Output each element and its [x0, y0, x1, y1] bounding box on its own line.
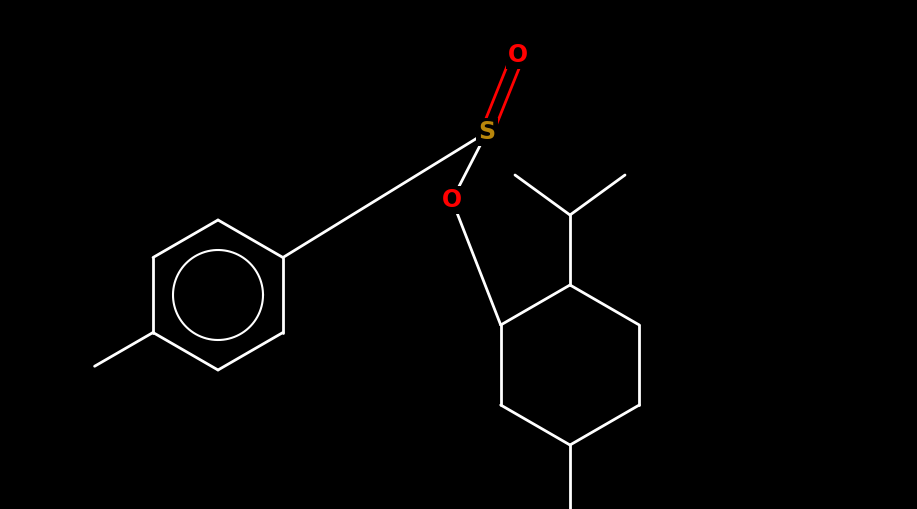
Text: O: O	[442, 188, 462, 212]
Text: O: O	[508, 43, 528, 67]
Text: S: S	[479, 120, 495, 144]
